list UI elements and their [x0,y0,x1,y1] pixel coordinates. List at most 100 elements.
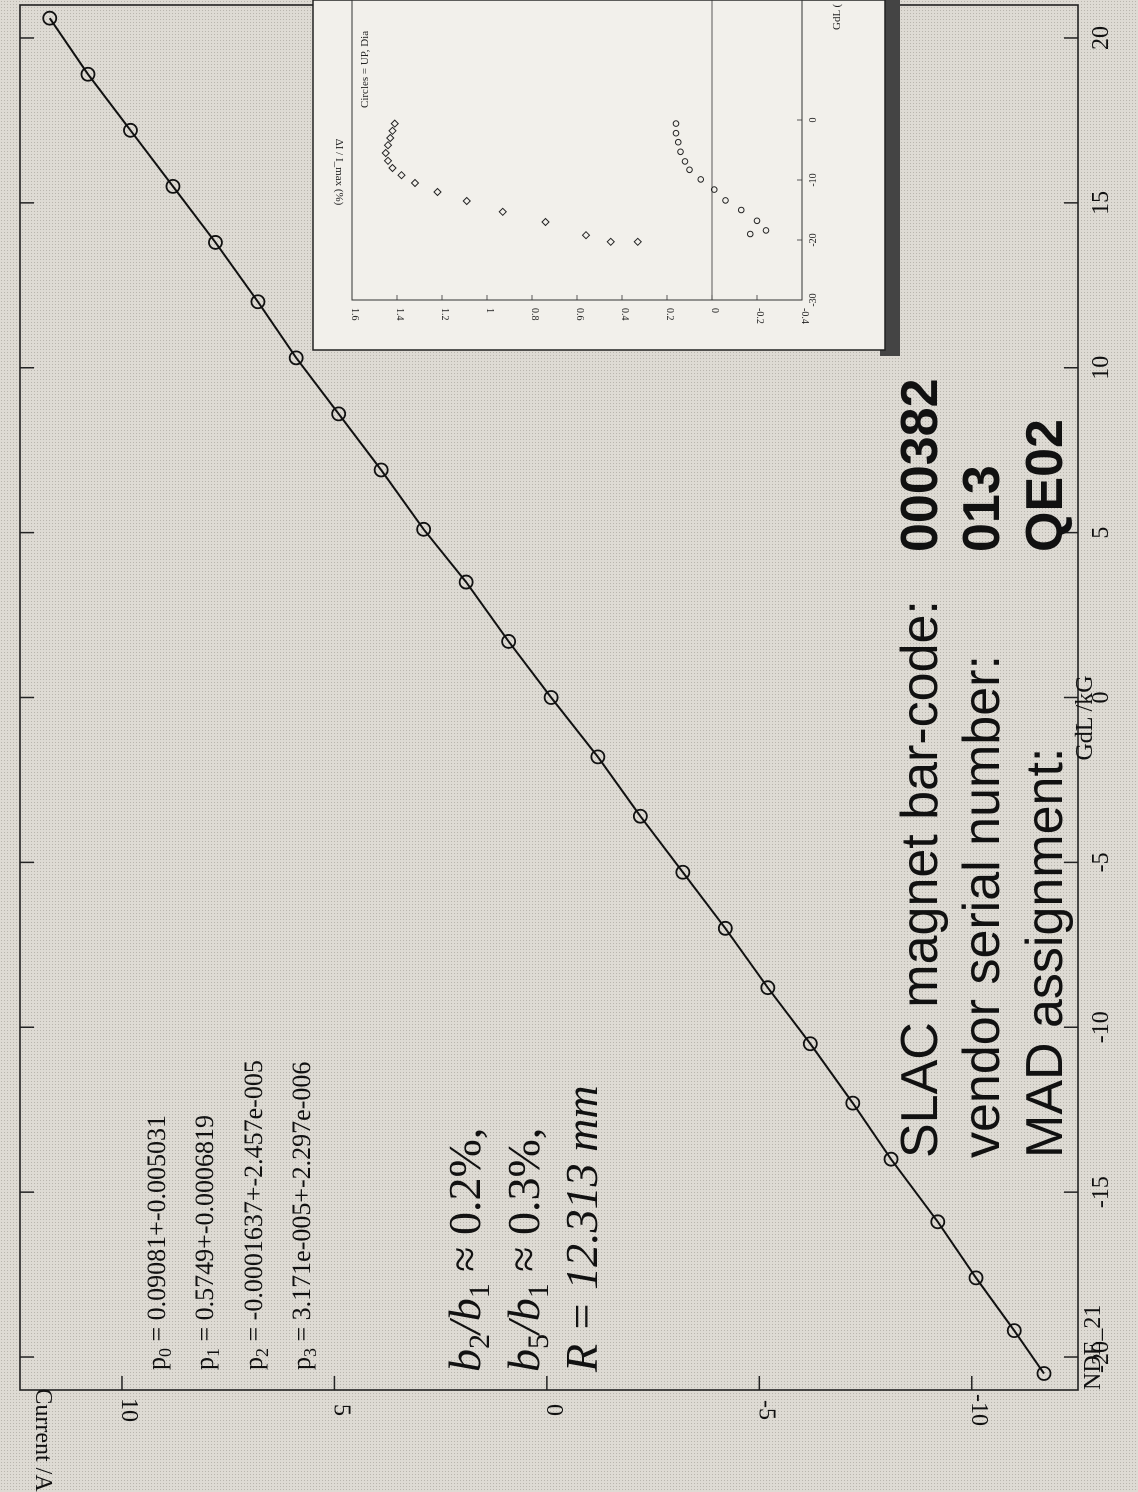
barcode-label: SLAC magnet bar-code: [891,600,949,1158]
inset-circle-point [686,166,693,174]
data-point [968,1270,984,1286]
x-tick-label: 10 [1088,356,1114,380]
param-p2-value: = -0.0001637+-2.457e-005 [239,1060,268,1348]
data-point [675,864,691,880]
data-point [288,350,304,366]
inset-y-tick-label: -0.2 [754,308,765,324]
inset-y-tick-label: 1.6 [349,308,360,321]
y-tick-label: 10 [116,1398,142,1422]
inset-circle-point [677,148,684,156]
inset-diamond-point [388,126,397,136]
inset-circle-point [722,197,729,204]
magnet-identification: SLAC magnet bar-code: vendor serial numb… [891,378,1074,1158]
inset-circle-point [697,176,705,183]
inset-y-tick-label: -0.4 [799,308,810,324]
inset-frame [312,0,886,351]
data-point [373,462,389,478]
data-point [632,808,648,824]
inset-diamond-point [498,207,507,217]
x-tick-label: -20 [1088,1341,1114,1373]
param-p1: p1 = 0.5749+-0.0006819 [190,1115,223,1370]
inset-circle-point [681,158,689,165]
data-point [1006,1323,1022,1339]
inset-circle-point [672,129,680,137]
inset-x-tick-label: -10 [808,173,819,186]
inset-y-tick-label: 0.6 [574,308,585,321]
inset-circle-point [737,206,745,214]
mad-value: QE02 [1016,419,1074,552]
harmonic-content: b2/b1 ≈ 0.2%, b5/b1 ≈ 0.3%, R = 12.313 m… [439,1085,607,1373]
x-tick-label: 0 [1088,692,1114,704]
data-point [543,690,559,705]
y-tick-label: -10 [966,1394,992,1426]
mad-label: MAD assignment: [1016,748,1074,1158]
param-p3-sub: 3 [300,1348,320,1357]
param-p3-symbol: p [287,1357,316,1370]
data-point [717,920,733,936]
inset-circle-point [746,230,754,238]
param-p1-value: = 0.5749+-0.0006819 [190,1115,219,1348]
harmonic-b2: b2/b1 ≈ 0.2%, [439,1128,496,1372]
data-point [501,634,517,649]
inset-diamond-point [383,140,393,150]
data-point [80,66,96,82]
inset-axis-ticks: -0.4 -0.2 0 0.2 0.4 0.6 0.8 1 1.2 1.4 1.6 -30 -20 -10… [349,118,819,324]
param-p2: p2 = -0.0001637+-2.457e-005 [239,1060,272,1370]
fit-parameters: p0 = 0.09081+-0.005031 p1 = 0.5749+-0.00… [142,1060,320,1370]
inset-y-tick-label: 1 [484,308,495,313]
inset-diamond-point [388,163,397,173]
inset-legend: Circles = UP, Dia [359,31,371,108]
inset-x-tick-label: -30 [808,293,819,306]
y-tick-label: 0 [541,1404,567,1416]
inset-diamond-point [581,230,591,240]
param-p0-value: = 0.09081+-0.005031 [142,1115,171,1348]
data-point [331,406,347,422]
data-point [1036,1366,1052,1381]
inset-circle-point [753,217,761,225]
inset-diamond-point [410,178,420,188]
param-p3-value: = 3.171e-005+-2.297e-006 [287,1062,316,1348]
param-p2-sub: 2 [252,1348,272,1357]
main-data-points [42,10,1052,1381]
data-point [883,1151,899,1167]
param-p1-symbol: p [190,1357,219,1370]
serial-value: 013 [953,465,1011,552]
data-point [845,1095,861,1111]
inset-diamond-point [541,217,550,227]
inset-x-tick-label: 0 [808,118,819,123]
data-point [760,980,776,996]
inset-circle-point [674,138,682,146]
fit-line [48,17,1045,1375]
inset-circle-point [672,120,680,127]
inset-chart: -0.4 -0.2 0 0.2 0.4 0.6 0.8 1 1.2 1.4 1.6 -30 -20 -10… [312,0,900,356]
inset-diamond-point [433,187,442,197]
inset-y-tick-label: 0 [709,308,720,313]
inset-circle-point [710,186,718,193]
barcode-value: 000382 [891,378,949,552]
inset-y-tick-label: 1.4 [394,308,405,321]
inset-diamond-point [606,237,615,247]
inset-y-tick-label: 0.2 [664,308,675,321]
data-point [165,178,181,194]
data-point [930,1214,946,1230]
inset-x-axis-title: GdL ( [831,3,843,30]
data-point [123,122,138,138]
x-tick-label: 20 [1088,26,1114,50]
y-tick-label: 5 [328,1404,354,1416]
data-point [802,1036,818,1052]
inset-y-tick-label: 1.2 [439,308,450,321]
inset-y-tick-label: 0.8 [529,308,540,321]
x-tick-label: 15 [1088,191,1114,215]
param-p3: p3 = 3.171e-005+-2.297e-006 [287,1062,320,1370]
y-axis-title: Current /A [30,1388,56,1492]
x-tick-label: 5 [1088,527,1114,539]
data-point [250,294,266,310]
x-tick-label: -5 [1088,852,1114,872]
harmonic-b5: b5/b1 ≈ 0.3%, [498,1128,555,1372]
inset-data-points [381,119,770,247]
inset-y-axis-title: ΔI / I_max (%) [333,139,345,206]
data-point [208,235,223,250]
inset-diamond-point [462,196,471,206]
